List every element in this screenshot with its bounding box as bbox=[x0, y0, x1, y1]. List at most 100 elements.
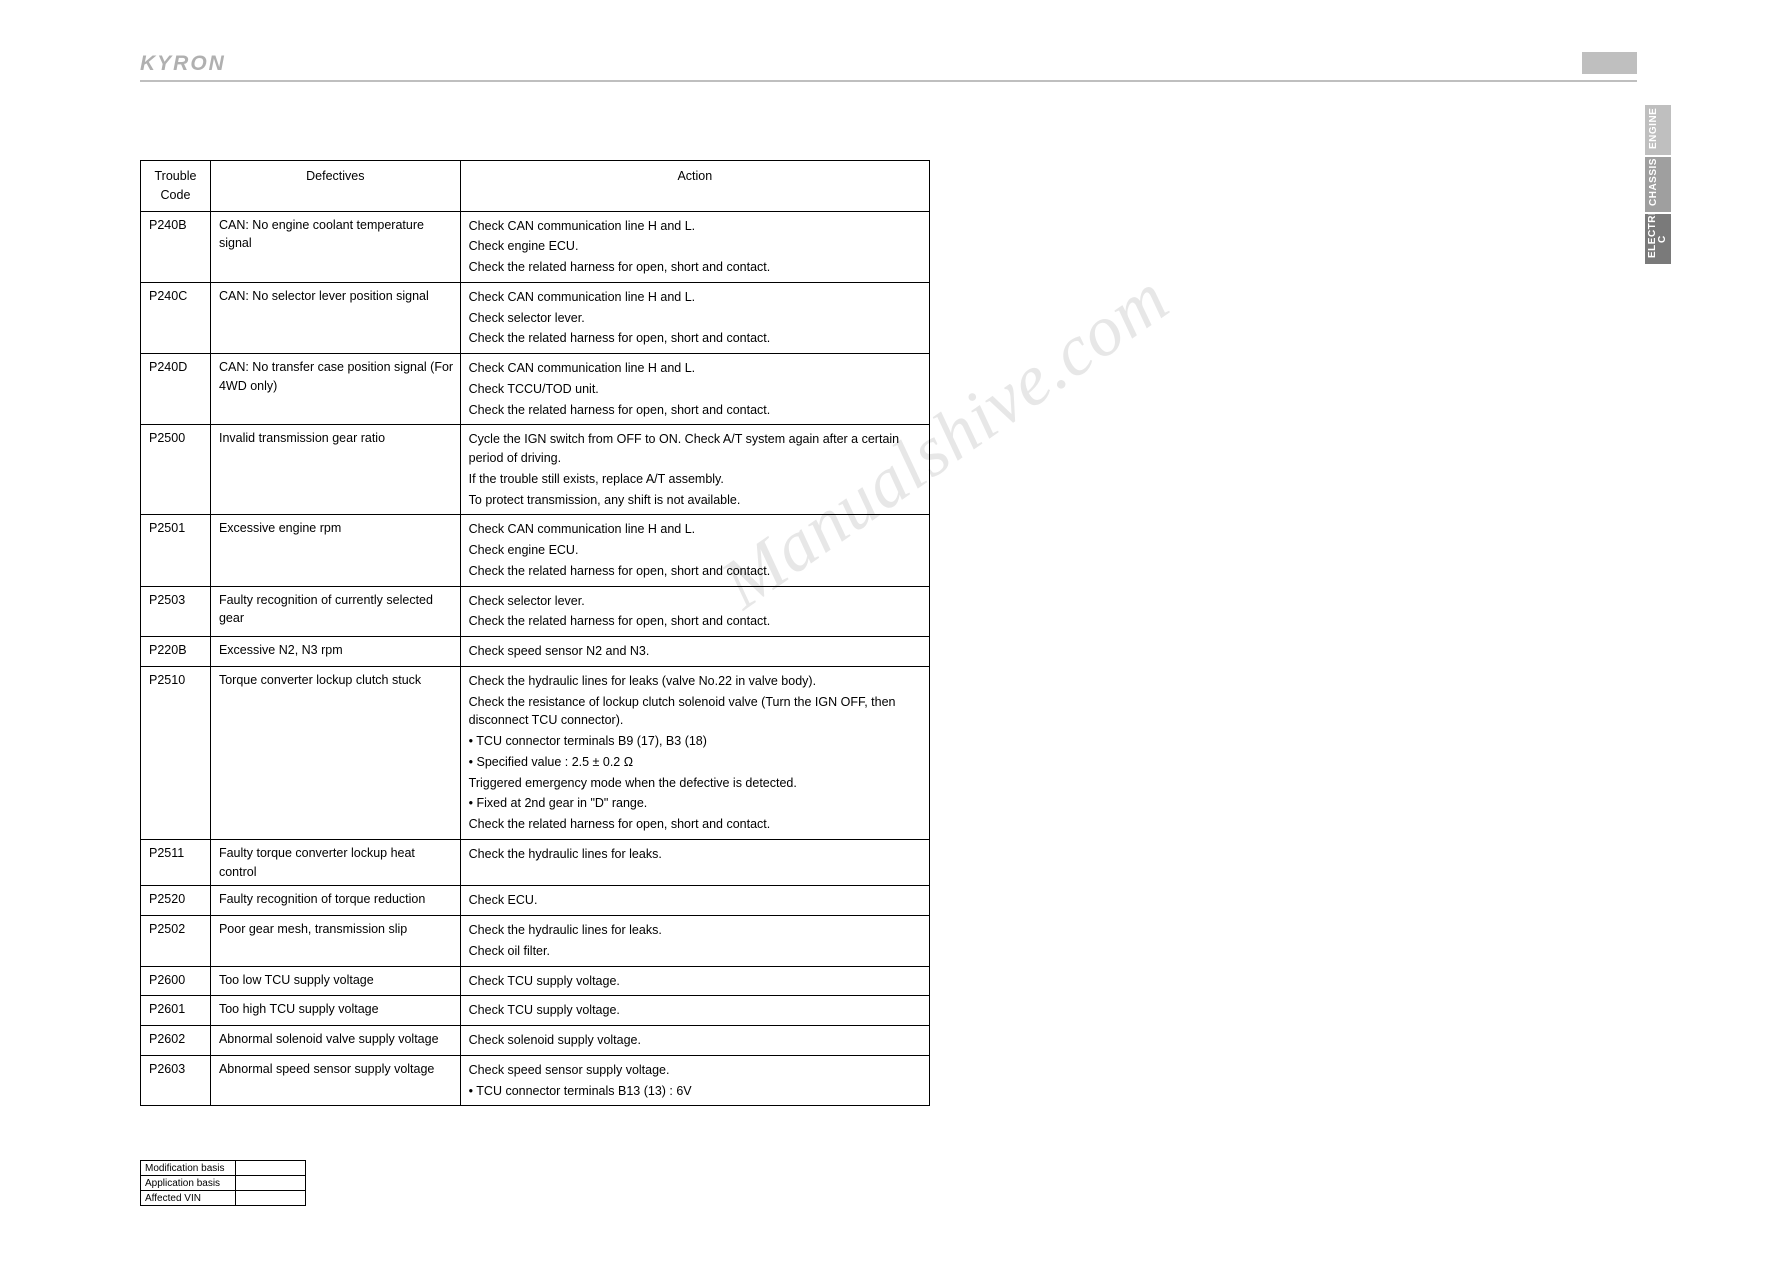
cell-defectives: Too low TCU supply voltage bbox=[210, 966, 460, 996]
footer-mod-val bbox=[236, 1161, 306, 1176]
action-line: Check the related harness for open, shor… bbox=[469, 814, 923, 835]
cell-defectives: Invalid transmission gear ratio bbox=[210, 425, 460, 515]
cell-code: P220B bbox=[141, 637, 211, 667]
action-line: Check CAN communication line H and L. bbox=[469, 216, 923, 237]
cell-code: P2502 bbox=[141, 916, 211, 967]
footer-app-label: Application basis bbox=[141, 1176, 236, 1191]
cell-action: Check the hydraulic lines for leaks (val… bbox=[460, 666, 929, 839]
brand-logo: KYRON bbox=[140, 52, 226, 76]
action-line: Check the related harness for open, shor… bbox=[469, 328, 923, 349]
footer-vin-val bbox=[236, 1191, 306, 1206]
footer-vin-label: Affected VIN bbox=[141, 1191, 236, 1206]
cell-defectives: Abnormal solenoid valve supply voltage bbox=[210, 1026, 460, 1056]
action-line: Check the hydraulic lines for leaks (val… bbox=[469, 671, 923, 692]
cell-code: P2501 bbox=[141, 515, 211, 586]
action-line: Check engine ECU. bbox=[469, 236, 923, 257]
cell-code: P240B bbox=[141, 211, 211, 282]
table-row: P2602Abnormal solenoid valve supply volt… bbox=[141, 1026, 930, 1056]
side-tabs: ENGINE CHASSIS ELECTRI C bbox=[1645, 105, 1671, 264]
action-line: Check solenoid supply voltage. bbox=[469, 1030, 923, 1051]
action-line: Check engine ECU. bbox=[469, 540, 923, 561]
action-line: Check selector lever. bbox=[469, 308, 923, 329]
table-row: P2500Invalid transmission gear ratioCycl… bbox=[141, 425, 930, 515]
header-gray-block bbox=[1582, 52, 1637, 74]
cell-code: P2510 bbox=[141, 666, 211, 839]
cell-defectives: CAN: No selector lever position signal bbox=[210, 282, 460, 353]
cell-defectives: Abnormal speed sensor supply voltage bbox=[210, 1055, 460, 1106]
cell-defectives: Torque converter lockup clutch stuck bbox=[210, 666, 460, 839]
action-line: Check the resistance of lockup clutch so… bbox=[469, 692, 923, 732]
cell-code: P2511 bbox=[141, 839, 211, 886]
action-line: Check the related harness for open, shor… bbox=[469, 561, 923, 582]
footer-mod-label: Modification basis bbox=[141, 1161, 236, 1176]
cell-action: Check CAN communication line H and L.Che… bbox=[460, 515, 929, 586]
cell-action: Check TCU supply voltage. bbox=[460, 996, 929, 1026]
action-line: Check speed sensor supply voltage. bbox=[469, 1060, 923, 1081]
tab-electri[interactable]: ELECTRI C bbox=[1645, 214, 1671, 264]
table-row: P2601Too high TCU supply voltageCheck TC… bbox=[141, 996, 930, 1026]
cell-defectives: Faulty torque converter lockup heat cont… bbox=[210, 839, 460, 886]
table-row: P220BExcessive N2, N3 rpm Check speed sen… bbox=[141, 637, 930, 667]
cell-defectives: Faulty recognition of torque reduction bbox=[210, 886, 460, 916]
cell-action: Check solenoid supply voltage. bbox=[460, 1026, 929, 1056]
table-body: P240BCAN: No engine coolant temperature … bbox=[141, 211, 930, 1106]
cell-defectives: CAN: No transfer case position signal (F… bbox=[210, 354, 460, 425]
cell-code: P2603 bbox=[141, 1055, 211, 1106]
th-defectives: Defectives bbox=[210, 161, 460, 212]
cell-action: Check selector lever.Check the related h… bbox=[460, 586, 929, 637]
tab-chassis[interactable]: CHASSIS bbox=[1645, 157, 1671, 212]
action-line: If the trouble still exists, replace A/T… bbox=[469, 469, 923, 490]
action-line: Check selector lever. bbox=[469, 591, 923, 612]
action-line: Check the hydraulic lines for leaks. bbox=[469, 844, 923, 865]
table-row: P2503Faulty recognition of currently sel… bbox=[141, 586, 930, 637]
cell-action: Check TCU supply voltage. bbox=[460, 966, 929, 996]
action-line: • Specified value : 2.5 ± 0.2 Ω bbox=[469, 752, 923, 773]
th-action: Action bbox=[460, 161, 929, 212]
cell-code: P2601 bbox=[141, 996, 211, 1026]
cell-action: Cycle the IGN switch from OFF to ON. Che… bbox=[460, 425, 929, 515]
action-line: • Fixed at 2nd gear in "D" range. bbox=[469, 793, 923, 814]
cell-code: P2600 bbox=[141, 966, 211, 996]
cell-action: Check the hydraulic lines for leaks. bbox=[460, 839, 929, 886]
table-row: P2603Abnormal speed sensor supply voltag… bbox=[141, 1055, 930, 1106]
action-line: • TCU connector terminals B13 (13) : 6V bbox=[469, 1081, 923, 1102]
action-line: To protect transmission, any shift is no… bbox=[469, 490, 923, 511]
action-line: Check TCU supply voltage. bbox=[469, 1000, 923, 1021]
cell-action: Check speed sensor N2 and N3. bbox=[460, 637, 929, 667]
cell-action: Check CAN communication line H and L.Che… bbox=[460, 282, 929, 353]
table-row: P2502Poor gear mesh, transmission slipCh… bbox=[141, 916, 930, 967]
footer-app-val bbox=[236, 1176, 306, 1191]
action-line: Check the hydraulic lines for leaks. bbox=[469, 920, 923, 941]
table-row: P2600Too low TCU supply voltage Check TCU… bbox=[141, 966, 930, 996]
action-line: Check TCCU/TOD unit. bbox=[469, 379, 923, 400]
trouble-code-table: Trouble Code Defectives Action P240BCAN:… bbox=[140, 160, 930, 1106]
cell-defectives: Excessive N2, N3 rpm bbox=[210, 637, 460, 667]
action-line: Check TCU supply voltage. bbox=[469, 971, 923, 992]
action-line: Check CAN communication line H and L. bbox=[469, 519, 923, 540]
cell-defectives: Faulty recognition of currently selected… bbox=[210, 586, 460, 637]
table-row: P2510Torque converter lockup clutch stuc… bbox=[141, 666, 930, 839]
cell-defectives: CAN: No engine coolant temperature signa… bbox=[210, 211, 460, 282]
page-header: KYRON bbox=[140, 52, 1637, 82]
cell-defectives: Poor gear mesh, transmission slip bbox=[210, 916, 460, 967]
cell-action: Check ECU. bbox=[460, 886, 929, 916]
action-line: Check ECU. bbox=[469, 890, 923, 911]
cell-action: Check the hydraulic lines for leaks.Chec… bbox=[460, 916, 929, 967]
cell-code: P2602 bbox=[141, 1026, 211, 1056]
cell-code: P2500 bbox=[141, 425, 211, 515]
cell-code: P2503 bbox=[141, 586, 211, 637]
table-row: P2501Excessive engine rpmCheck CAN commu… bbox=[141, 515, 930, 586]
action-line: Check CAN communication line H and L. bbox=[469, 358, 923, 379]
cell-code: P240D bbox=[141, 354, 211, 425]
table-row: P2520Faulty recognition of torque reduct… bbox=[141, 886, 930, 916]
tab-engine[interactable]: ENGINE bbox=[1645, 105, 1671, 155]
action-line: • TCU connector terminals B9 (17), B3 (1… bbox=[469, 731, 923, 752]
action-line: Check oil filter. bbox=[469, 941, 923, 962]
table-row: P2511Faulty torque converter lockup heat… bbox=[141, 839, 930, 886]
cell-defectives: Excessive engine rpm bbox=[210, 515, 460, 586]
table-row: P240CCAN: No selector lever position sig… bbox=[141, 282, 930, 353]
action-line: Check speed sensor N2 and N3. bbox=[469, 641, 923, 662]
action-line: Cycle the IGN switch from OFF to ON. Che… bbox=[469, 429, 923, 469]
action-line: Check CAN communication line H and L. bbox=[469, 287, 923, 308]
action-line: Check the related harness for open, shor… bbox=[469, 611, 923, 632]
